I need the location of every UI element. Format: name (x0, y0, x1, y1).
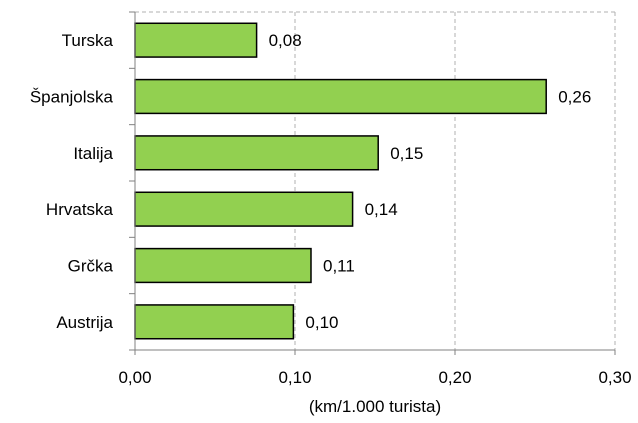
x-tick-label: 0,30 (598, 368, 631, 387)
x-tick-label: 0,00 (118, 368, 151, 387)
data-label: 0,14 (365, 200, 398, 219)
category-label: Austrija (56, 313, 113, 332)
bar (134, 135, 379, 171)
data-label: 0,11 (323, 257, 355, 276)
category-label: Grčka (68, 257, 114, 276)
category-label: Hrvatska (46, 200, 114, 219)
x-tick-labels: 0,00 0,10 0,20 0,30 (118, 368, 631, 387)
axes (129, 11, 616, 355)
bars (134, 22, 547, 340)
category-label: Italija (73, 144, 113, 163)
category-label: Španjolska (30, 88, 114, 107)
x-axis-title: (km/1.000 turista) (309, 397, 441, 416)
bar (134, 78, 547, 115)
data-labels: 0,08 0,26 0,15 0,14 0,11 0,10 (269, 31, 592, 332)
category-label: Turska (62, 31, 114, 50)
data-label: 0,26 (558, 88, 591, 107)
bar (134, 304, 295, 340)
grid-lines (135, 11, 616, 350)
bar (134, 191, 354, 227)
category-labels: Turska Španjolska Italija Hrvatska Grčka Aust… (30, 31, 114, 332)
bar (134, 22, 258, 58)
data-label: 0,10 (305, 313, 338, 332)
x-tick-label: 0,10 (278, 368, 311, 387)
bar (134, 247, 312, 284)
x-tick-label: 0,20 (438, 368, 471, 387)
data-label: 0,08 (269, 31, 302, 50)
data-label: 0,15 (390, 144, 423, 163)
